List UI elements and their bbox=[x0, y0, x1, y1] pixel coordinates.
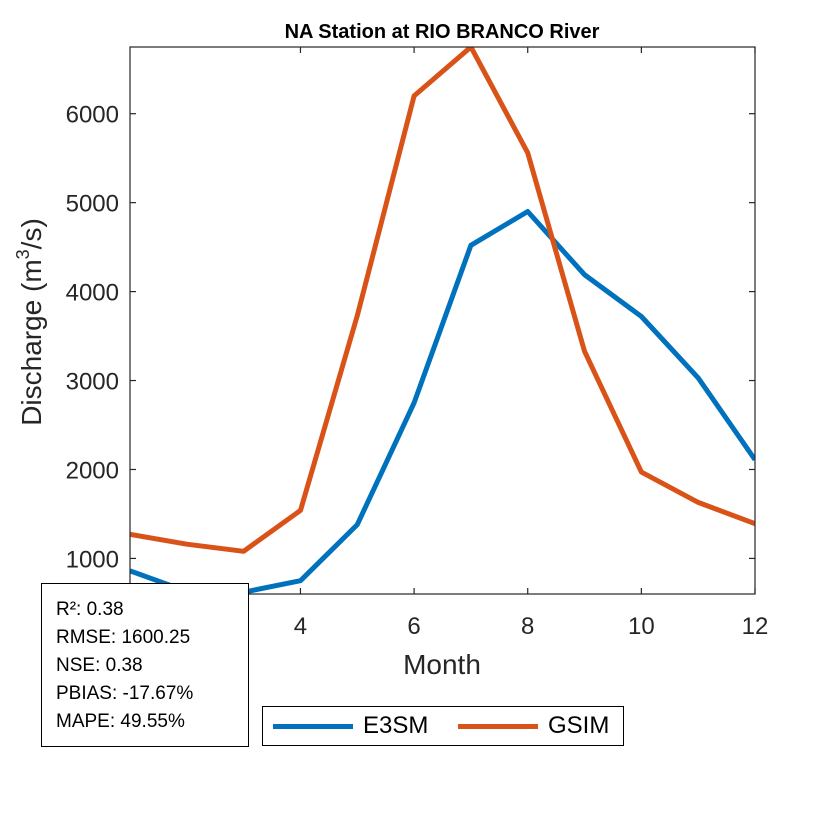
legend-item-gsim: GSIM bbox=[458, 707, 609, 745]
series-line-e3sm bbox=[130, 209, 755, 594]
metric-pbias: PBIAS: -17.67% bbox=[56, 683, 194, 704]
y-tick-label: 6000 bbox=[66, 102, 119, 129]
x-tick-label: 6 bbox=[407, 613, 420, 640]
legend-label-gsim: GSIM bbox=[548, 712, 610, 739]
chart-title: NA Station at RIO BRANCO River bbox=[285, 21, 600, 43]
x-tick-label: 4 bbox=[294, 613, 307, 640]
x-tick-label: 8 bbox=[521, 613, 534, 640]
y-tick-label: 4000 bbox=[66, 280, 119, 307]
y-tick-label: 3000 bbox=[66, 369, 119, 396]
y-tick-label: 5000 bbox=[66, 191, 119, 218]
legend: E3SM GSIM bbox=[262, 706, 624, 746]
metric-nse: NSE: 0.38 bbox=[56, 655, 143, 676]
metric-rmse: RMSE: 1600.25 bbox=[56, 627, 191, 648]
series-line-gsim bbox=[130, 47, 755, 554]
axes-box bbox=[129, 46, 756, 595]
legend-swatch-gsim bbox=[458, 723, 538, 729]
legend-item-e3sm: E3SM bbox=[273, 707, 428, 745]
y-tick-label: 1000 bbox=[66, 546, 119, 573]
legend-label-e3sm: E3SM bbox=[363, 712, 429, 739]
y-tick-label: 2000 bbox=[66, 457, 119, 484]
metric-r2: R²: 0.38 bbox=[56, 599, 124, 620]
x-tick-label: 10 bbox=[628, 613, 655, 640]
plot-area: 4 6 8 10 12 1000 2000 3000 4000 5000 6000 bbox=[66, 46, 769, 640]
x-tick-label: 12 bbox=[742, 613, 769, 640]
metrics-box: R²: 0.38 RMSE: 1600.25 NSE: 0.38 PBIAS: … bbox=[41, 583, 249, 747]
y-axis-label: Discharge (m3/s) bbox=[13, 218, 47, 426]
legend-swatch-e3sm bbox=[273, 723, 353, 729]
metric-mape: MAPE: 49.55% bbox=[56, 711, 185, 732]
x-axis-label: Month bbox=[403, 649, 481, 680]
